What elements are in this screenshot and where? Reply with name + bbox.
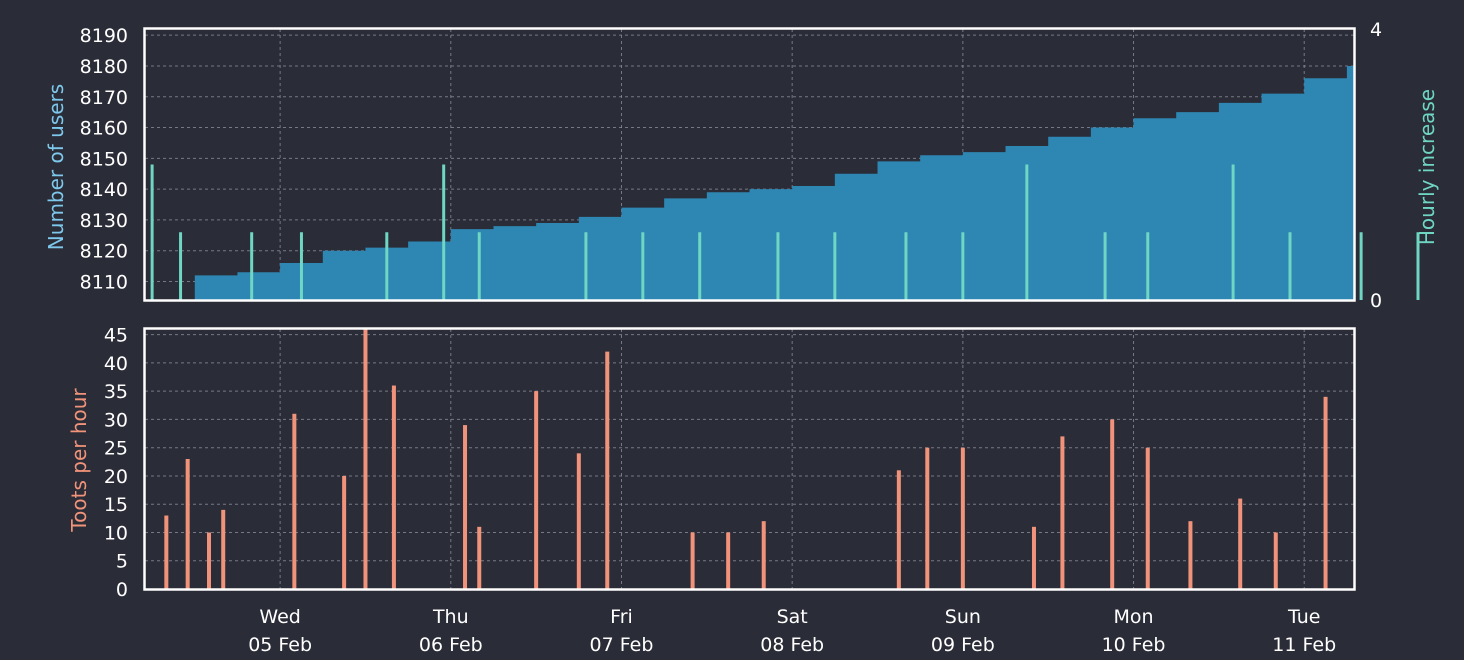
x-tick-day: Wed [259,606,300,628]
users-y-tick-label: 8180 [80,56,128,78]
hourly-increase-bar [584,232,588,300]
hourly-y-axis-title: Hourly increase [1415,89,1439,245]
toots-bar [463,425,468,589]
hourly-increase-bar [1288,232,1292,300]
hourly-increase-bar [1231,164,1235,300]
hourly-increase-bar [961,232,965,300]
x-tick-day: Sun [945,606,981,628]
x-tick-date: 10 Feb [1102,634,1166,656]
toots-bar [207,532,212,589]
hourly-increase-bar [1146,232,1150,300]
toots-bar [342,475,347,589]
toots-y-tick-label: 15 [104,494,128,516]
hourly-increase-bar [833,232,837,300]
toots-bar [391,385,396,589]
toots-bar [925,447,930,589]
toots-bar [1060,436,1065,589]
toots-bar [1238,498,1243,589]
hourly-increase-bar [250,232,254,300]
hourly-increase-bar [1416,232,1420,300]
toots-bar [605,351,610,589]
x-tick-day: Sat [777,606,808,628]
toots-y-tick-label: 45 [104,325,128,347]
users-y-tick-label: 8170 [80,87,128,109]
x-tick-day: Fri [610,606,633,628]
hourly-increase-bar [150,164,154,300]
toots-bar [726,532,731,589]
toots-bar [534,391,539,589]
toots-bar [576,453,581,589]
x-tick-date: 07 Feb [590,634,654,656]
toots-bar [761,521,766,589]
toots-bar [1031,526,1036,589]
users-y-tick-label: 8160 [80,118,128,140]
toots-bar [164,515,169,589]
toots-bar [185,459,190,589]
users-y-ticks: 8110 8120 8130 8140 8150 8160 8170 8180 8190 [80,25,128,293]
toots-bar [1273,532,1278,589]
toots-bar [896,470,901,589]
users-y-tick-label: 8130 [80,210,128,232]
hourly-increase-bar [641,232,645,300]
x-tick-day: Mon [1114,606,1154,628]
hourly-increase-bar [776,232,780,300]
toots-chart-frame [143,327,1356,591]
toots-y-tick-label: 25 [104,438,128,460]
toots-bar [221,509,226,589]
toots-y-ticks: 0 5 10 15 20 25 30 35 40 45 [104,325,128,601]
toots-bar [1188,521,1193,589]
date-x-ticks: Wed 05 Feb Thu 06 Feb Fri 07 Feb Sat 08 Feb Sun 0… [248,606,1336,656]
toots-bar [690,532,695,589]
hourly-y-tick-label: 0 [1370,290,1382,312]
x-tick-day: Tue [1287,606,1320,628]
hourly-increase-bar [698,232,702,300]
hourly-y-ticks: 04 [1370,19,1382,312]
hourly-increase-series [150,164,1420,300]
toots-bar [960,447,965,589]
toots-y-tick-label: 30 [104,409,128,431]
x-tick-date: 09 Feb [931,634,995,656]
hourly-increase-bar [385,232,389,300]
hourly-increase-bar [1025,164,1029,300]
hourly-increase-bar [477,232,481,300]
toots-y-tick-label: 40 [104,353,128,375]
toots-series [164,329,1328,589]
toots-bar [1110,419,1115,589]
toots-chart-grid [145,329,1354,590]
toots-bar [477,526,482,589]
x-tick-date: 08 Feb [760,634,824,656]
hourly-increase-bar [1359,232,1363,300]
toots-y-tick-label: 35 [104,381,128,403]
users-y-tick-label: 8120 [80,241,128,263]
hourly-increase-bar [442,164,446,300]
toots-y-tick-label: 0 [116,579,128,601]
users-y-tick-label: 8150 [80,148,128,170]
x-tick-date: 05 Feb [248,634,312,656]
users-y-axis-title: Number of users [44,84,68,250]
toots-y-tick-label: 5 [116,551,128,573]
hourly-increase-bar [179,232,183,300]
toots-bar [363,329,368,589]
toots-y-axis-title: Toots per hour [67,388,91,533]
users-area [145,32,1354,301]
x-tick-day: Thu [432,606,469,628]
users-area-series [145,32,1354,301]
toots-bar [1145,447,1150,589]
toots-y-tick-label: 10 [104,522,128,544]
hourly-increase-bar [904,232,908,300]
hourly-y-tick-label: 4 [1370,19,1382,41]
x-tick-date: 11 Feb [1272,634,1336,656]
users-y-tick-label: 8140 [80,179,128,201]
toots-y-tick-label: 20 [104,466,128,488]
users-y-tick-label: 8110 [80,272,128,294]
users-y-tick-label: 8190 [80,25,128,47]
toots-bar [1323,396,1328,589]
hourly-increase-bar [299,232,303,300]
users-chart-frame [143,27,1356,302]
hourly-increase-bar [1103,232,1107,300]
toots-bar [292,413,297,589]
x-tick-date: 06 Feb [419,634,483,656]
